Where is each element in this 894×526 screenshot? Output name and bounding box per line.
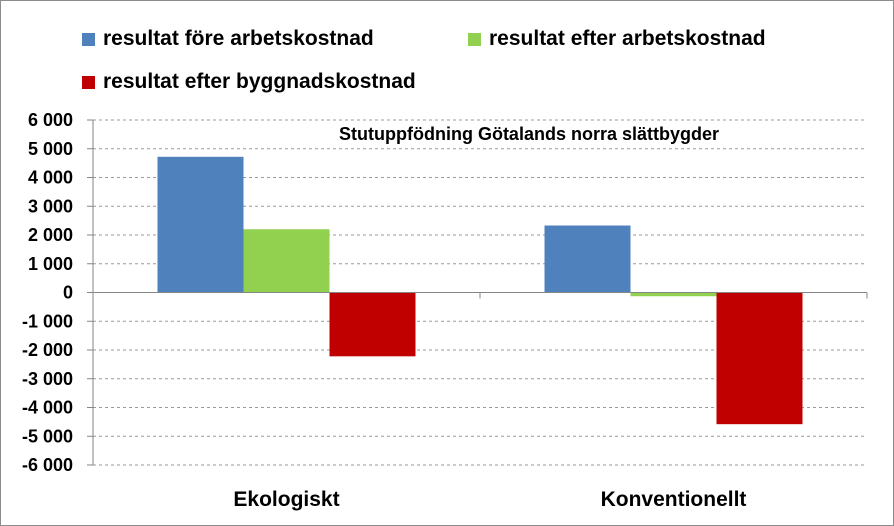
axes: 6 000 5 000 4 000 3 000 2 000 1 000 0 -1 000 -2 … — [22, 110, 868, 511]
y-tick-label: 4 000 — [28, 168, 73, 188]
bar-2-konventionellt — [630, 292, 717, 297]
chart-title: Stutuppfödning Götalands norra slättbygd… — [339, 124, 719, 144]
bar-3-konventionellt — [716, 292, 803, 425]
y-tick-label: -3 000 — [22, 369, 73, 389]
y-tick-label: 0 — [63, 283, 73, 303]
legend-label-2: resultat efter arbetskostnad — [489, 27, 766, 50]
y-tick-label: 6 000 — [28, 110, 73, 130]
legend-item-3: resultat efter byggnadskostnad — [82, 70, 416, 94]
y-tick-label: -5 000 — [22, 426, 73, 446]
bar-1-ekologiskt — [157, 156, 244, 293]
y-tick-label: 5 000 — [28, 139, 73, 159]
category-label: Konventionellt — [601, 488, 747, 511]
bar-1-konventionellt — [544, 225, 631, 293]
bar-2-ekologiskt — [243, 229, 330, 293]
bars — [157, 156, 803, 425]
legend-swatch-3 — [82, 75, 95, 89]
y-tick-label: -2 000 — [22, 340, 73, 360]
legend-item-1: resultat före arbetskostnad — [82, 27, 374, 51]
legend-swatch-2 — [468, 32, 481, 46]
legend-label-1: resultat före arbetskostnad — [103, 27, 374, 50]
category-label: Ekologiskt — [233, 488, 339, 511]
legend-item-2: resultat efter arbetskostnad — [468, 27, 766, 51]
y-tick-label: 2 000 — [28, 225, 73, 245]
y-tick-label: -1 000 — [22, 311, 73, 331]
y-tick-label: 3 000 — [28, 196, 73, 216]
y-tick-label: -6 000 — [22, 455, 73, 475]
legend-label-3: resultat efter byggnadskostnad — [103, 70, 416, 93]
legend-swatch-1 — [82, 32, 95, 46]
y-tick-label: 1 000 — [28, 254, 73, 274]
y-tick-label: -4 000 — [22, 398, 73, 418]
bar-3-ekologiskt — [329, 292, 416, 357]
